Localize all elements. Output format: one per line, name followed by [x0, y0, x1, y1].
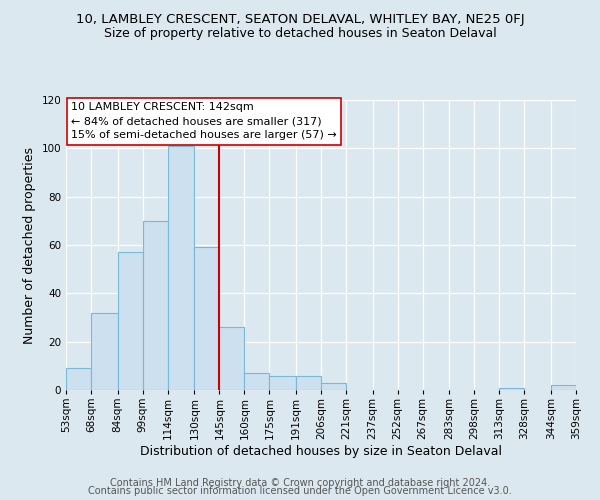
X-axis label: Distribution of detached houses by size in Seaton Delaval: Distribution of detached houses by size … [140, 444, 502, 458]
Bar [66, 368, 91, 390]
Bar [296, 376, 321, 390]
Bar [91, 312, 118, 390]
Bar [167, 146, 194, 390]
Bar [551, 385, 576, 390]
Text: Contains public sector information licensed under the Open Government Licence v3: Contains public sector information licen… [88, 486, 512, 496]
Bar [118, 252, 143, 390]
Bar [143, 221, 167, 390]
Bar [321, 383, 346, 390]
Bar [244, 373, 269, 390]
Text: Contains HM Land Registry data © Crown copyright and database right 2024.: Contains HM Land Registry data © Crown c… [110, 478, 490, 488]
Bar [269, 376, 296, 390]
Text: 10, LAMBLEY CRESCENT, SEATON DELAVAL, WHITLEY BAY, NE25 0FJ: 10, LAMBLEY CRESCENT, SEATON DELAVAL, WH… [76, 12, 524, 26]
Bar [499, 388, 524, 390]
Bar [220, 327, 244, 390]
Text: 10 LAMBLEY CRESCENT: 142sqm
← 84% of detached houses are smaller (317)
15% of se: 10 LAMBLEY CRESCENT: 142sqm ← 84% of det… [71, 102, 337, 141]
Y-axis label: Number of detached properties: Number of detached properties [23, 146, 36, 344]
Bar [194, 248, 220, 390]
Text: Size of property relative to detached houses in Seaton Delaval: Size of property relative to detached ho… [104, 28, 496, 40]
